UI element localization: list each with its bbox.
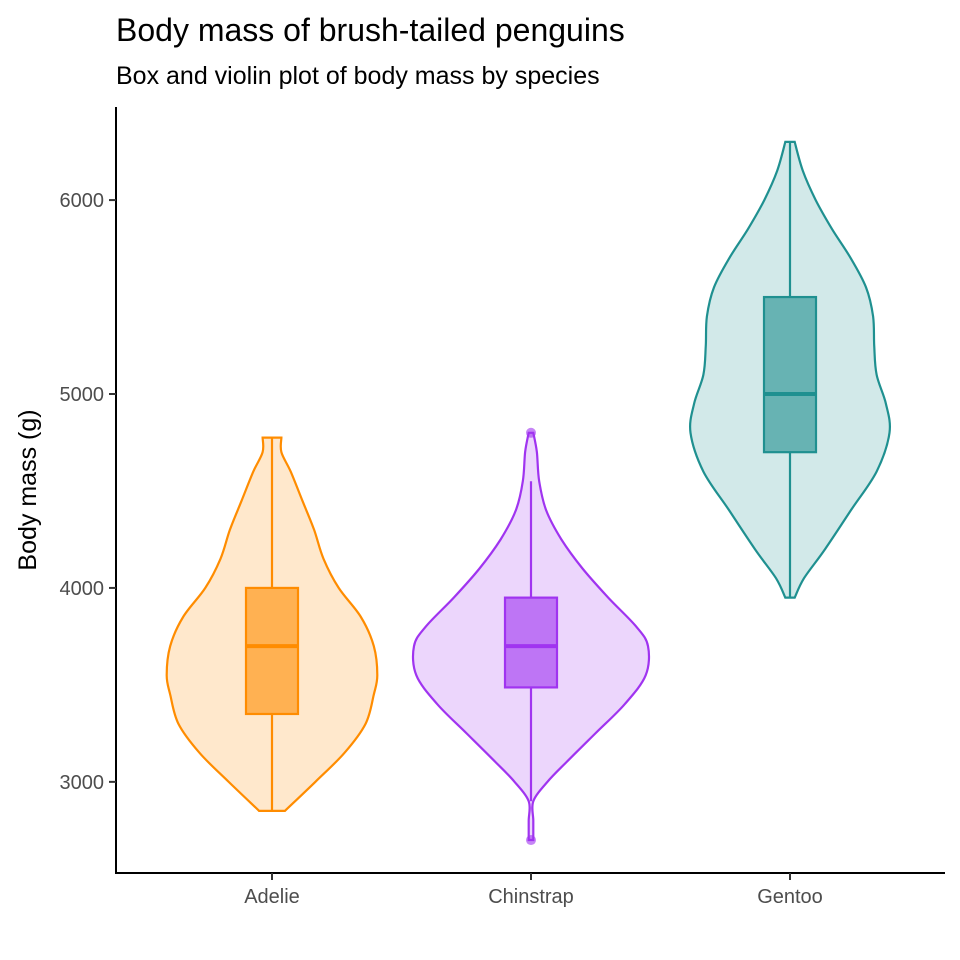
x-tick-label-gentoo: Gentoo xyxy=(757,886,823,908)
y-tick-label: 5000 xyxy=(60,384,105,406)
box-chinstrap xyxy=(503,596,559,689)
x-tick-label-adelie: Adelie xyxy=(244,886,300,908)
outlier-point-chinstrap-1 xyxy=(526,427,536,438)
outlier-point-chinstrap-0 xyxy=(526,835,536,846)
box-gentoo xyxy=(762,295,818,454)
chart-subtitle: Box and violin plot of body mass by spec… xyxy=(116,62,600,90)
y-tick-label: 4000 xyxy=(60,578,105,600)
plot-area xyxy=(165,140,891,846)
y-axis-label: Body mass (g) xyxy=(14,409,42,570)
y-tick-label: 6000 xyxy=(60,190,105,212)
y-tick-label: 3000 xyxy=(60,772,105,794)
axis-ticks: 3000 4000 5000 6000 Adelie Chinstrap Gentoo xyxy=(60,190,823,908)
chart-title: Body mass of brush-tailed penguins xyxy=(116,12,625,48)
species-group-gentoo xyxy=(689,140,891,599)
box-adelie xyxy=(244,586,300,716)
species-group-adelie xyxy=(165,436,379,812)
species-group-chinstrap xyxy=(411,427,651,846)
x-tick-label-chinstrap: Chinstrap xyxy=(488,886,574,908)
